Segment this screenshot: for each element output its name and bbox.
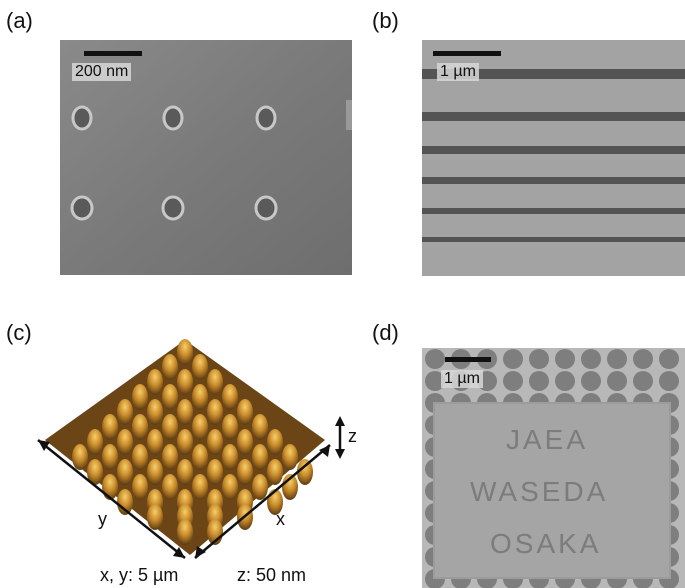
scale-bar-d [445, 357, 491, 362]
nanohole [71, 105, 93, 131]
caption-xy: x, y: 5 µm [100, 565, 179, 585]
nanohole [254, 195, 278, 221]
nanohole [161, 195, 185, 221]
scale-bar-a [84, 51, 142, 56]
stripe [422, 112, 685, 121]
stripe [422, 177, 685, 184]
scale-bar-b [433, 51, 501, 56]
panel-d-label: (d) [372, 320, 399, 345]
stripe [422, 146, 685, 154]
scale-label-d: 1 µm [441, 370, 483, 388]
panel-a-label: (a) [6, 8, 33, 33]
afm-image-c [20, 330, 380, 565]
text-line-1: JAEA [506, 424, 589, 455]
axis-label-y: y [98, 509, 107, 529]
panel-b-label: (b) [372, 8, 399, 33]
text-line-3: OSAKA [490, 528, 602, 559]
text-region [433, 402, 671, 579]
scale-label-a: 200 nm [72, 63, 132, 81]
stripe [422, 69, 685, 79]
caption-z: z: 50 nm [237, 565, 307, 585]
stripe [422, 237, 685, 242]
text-line-2: WASEDA [470, 476, 609, 507]
sem-image-d [422, 348, 685, 588]
nanohole [70, 195, 94, 221]
scale-label-b: 1 µm [437, 63, 479, 81]
axis-label-x: x [276, 509, 285, 529]
x-axis-arrow [194, 444, 331, 559]
panel-c-label: (c) [6, 320, 32, 345]
nanohole [162, 105, 184, 131]
axis-label-z: z [348, 426, 357, 446]
nanohole [255, 105, 277, 131]
y-axis-arrow [37, 439, 186, 559]
stripe [422, 208, 685, 214]
